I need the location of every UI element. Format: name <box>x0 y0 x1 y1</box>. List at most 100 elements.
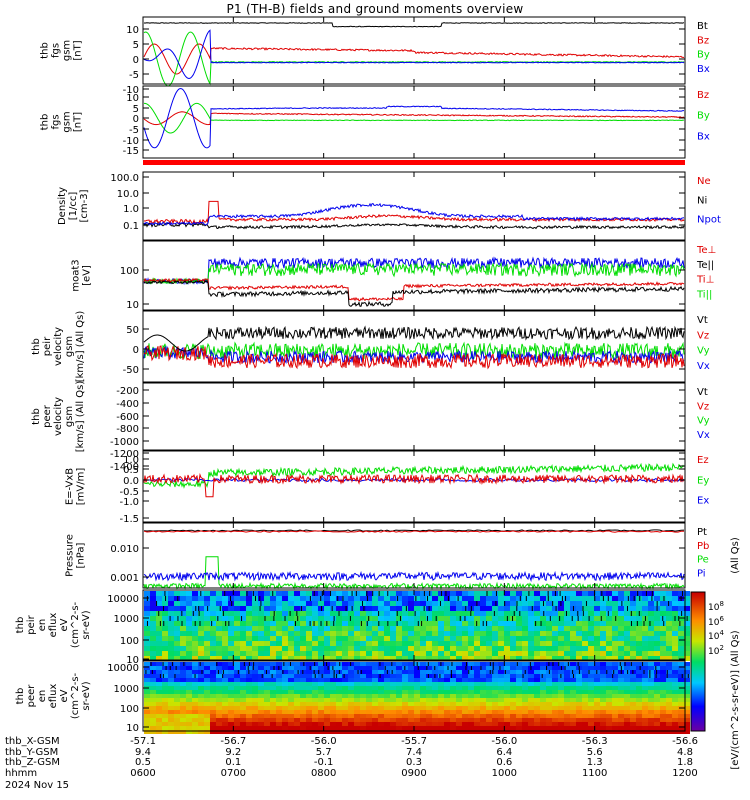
electron-cell <box>564 726 570 730</box>
electron-cell <box>144 694 150 698</box>
colorbar-band <box>691 698 705 699</box>
electron-cell <box>624 730 630 734</box>
colorbar-band <box>691 687 705 688</box>
electron-cell <box>216 666 222 670</box>
ion-cell <box>210 591 216 596</box>
electron-cell <box>246 702 252 706</box>
electron-noise <box>309 666 311 670</box>
electron-cell <box>168 694 174 698</box>
y-tick-label: 0 <box>133 55 139 66</box>
y-tick-label: 0.5 <box>123 465 139 476</box>
electron-cell <box>588 722 594 726</box>
colorbar-band <box>691 661 705 662</box>
ion-cell <box>348 601 354 606</box>
electron-cell <box>426 718 432 722</box>
ion-cell <box>612 641 618 646</box>
ion-cell <box>564 641 570 646</box>
electron-cell <box>366 670 372 674</box>
ion-cell <box>534 651 540 656</box>
ion-cell <box>360 606 366 611</box>
ion-cell <box>438 641 444 646</box>
ion-cell <box>582 596 588 601</box>
ion-cell <box>204 601 210 606</box>
electron-cell <box>252 690 258 694</box>
ion-cell <box>480 641 486 646</box>
electron-cell <box>396 714 402 718</box>
electron-cell <box>222 678 228 682</box>
electron-cell <box>294 698 300 702</box>
electron-cell <box>492 706 498 710</box>
electron-cell <box>294 718 300 722</box>
electron-noise <box>343 674 345 678</box>
ion-cell <box>450 646 456 651</box>
electron-cell <box>318 678 324 682</box>
electron-cell <box>546 726 552 730</box>
electron-cell <box>642 686 648 690</box>
electron-cell <box>660 730 666 734</box>
electron-noise <box>572 670 574 674</box>
electron-cell <box>156 690 162 694</box>
ion-cell <box>564 626 570 631</box>
electron-cell <box>162 694 168 698</box>
electron-cell <box>660 706 666 710</box>
electron-cell <box>396 718 402 722</box>
ion-cell <box>474 596 480 601</box>
ion-cell <box>306 636 312 641</box>
legend-entry: Ni <box>697 195 707 206</box>
electron-cell <box>684 690 690 694</box>
y-tick-label: 50 <box>126 325 139 336</box>
electron-noise <box>666 670 668 674</box>
panel-frame-p3 <box>142 171 686 241</box>
ion-cell <box>246 601 252 606</box>
electron-cell <box>528 718 534 722</box>
electron-cell <box>384 710 390 714</box>
ion-cell <box>258 626 264 631</box>
electron-noise <box>439 674 441 678</box>
electron-cell <box>642 690 648 694</box>
ion-cell <box>570 631 576 636</box>
ion-cell <box>600 656 606 661</box>
y-tick-label: -5 <box>129 125 139 136</box>
electron-cell <box>582 666 588 670</box>
ion-cell <box>654 626 660 631</box>
ion-cell <box>516 596 522 601</box>
ion-cell <box>588 601 594 606</box>
electron-cell <box>390 710 396 714</box>
electron-cell <box>630 674 636 678</box>
ion-cell <box>174 616 180 621</box>
ion-noise <box>565 611 567 616</box>
ion-cell <box>234 606 240 611</box>
electron-cell <box>588 718 594 722</box>
ion-cell <box>216 616 222 621</box>
electron-cell <box>270 694 276 698</box>
ion-noise <box>338 611 340 616</box>
electron-cell <box>504 690 510 694</box>
electron-cell <box>630 706 636 710</box>
x-tick-label: -0.1 <box>314 757 334 768</box>
ion-cell <box>426 646 432 651</box>
electron-cell <box>216 674 222 678</box>
ion-cell <box>552 621 558 626</box>
electron-cell <box>588 694 594 698</box>
ion-noise <box>535 621 537 626</box>
electron-cell <box>354 670 360 674</box>
electron-cell <box>264 710 270 714</box>
colorbar-band <box>691 689 705 690</box>
electron-cell <box>144 722 150 726</box>
colorbar-band <box>691 726 705 727</box>
ion-cell <box>606 651 612 656</box>
ion-cell <box>570 646 576 651</box>
electron-cell <box>396 686 402 690</box>
ion-noise <box>681 591 683 596</box>
electron-cell <box>150 662 156 666</box>
electron-cell <box>360 670 366 674</box>
ion-cell <box>432 611 438 616</box>
ion-cell <box>504 626 510 631</box>
electron-cell <box>204 670 210 674</box>
electron-cell <box>282 662 288 666</box>
electron-cell <box>606 674 612 678</box>
electron-cell <box>684 694 690 698</box>
electron-cell <box>552 694 558 698</box>
ion-cell <box>144 591 150 596</box>
electron-cell <box>576 718 582 722</box>
